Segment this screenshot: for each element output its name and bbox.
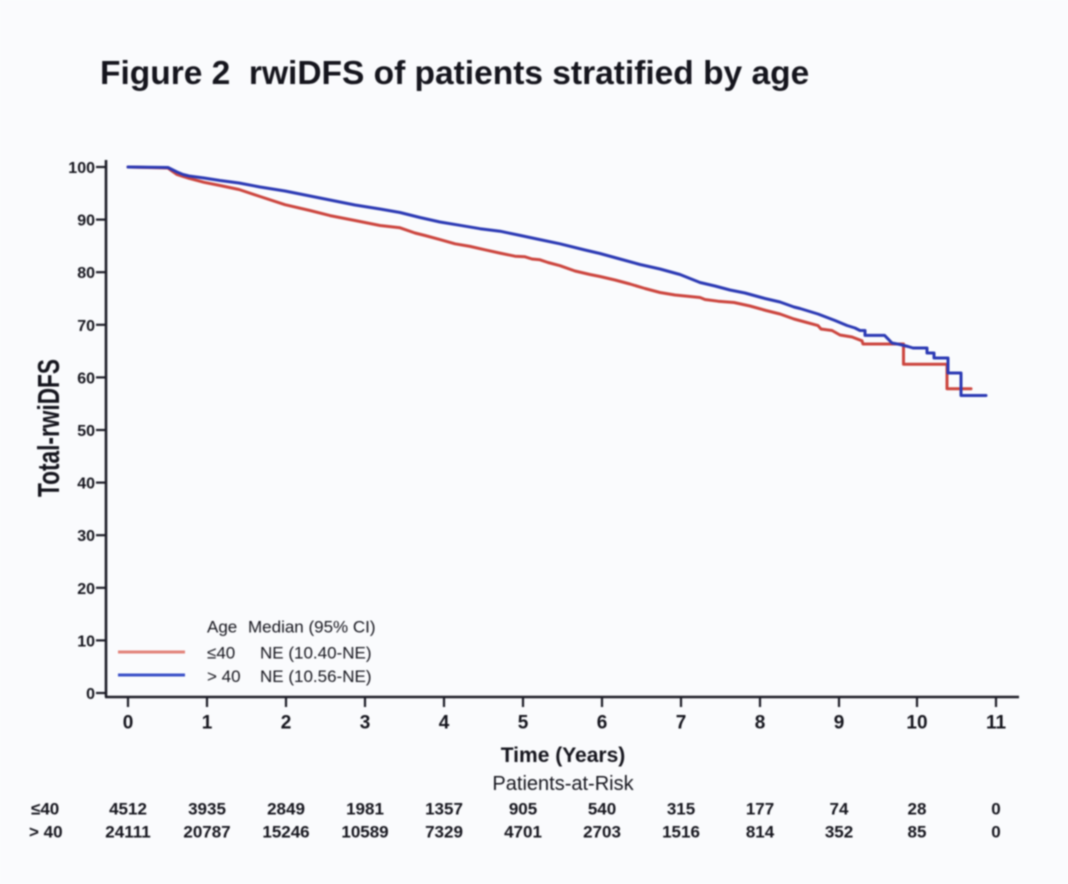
svg-text:1981: 1981 bbox=[346, 800, 384, 819]
svg-text:10: 10 bbox=[77, 633, 95, 650]
svg-text:352: 352 bbox=[825, 823, 853, 842]
svg-text:10: 10 bbox=[906, 713, 927, 734]
svg-text:0: 0 bbox=[86, 686, 95, 703]
svg-text:40: 40 bbox=[77, 476, 95, 493]
svg-text:> 40: > 40 bbox=[207, 667, 241, 686]
svg-text:540: 540 bbox=[588, 800, 616, 819]
svg-text:28: 28 bbox=[908, 800, 927, 819]
svg-text:0: 0 bbox=[123, 713, 134, 734]
svg-text:3: 3 bbox=[360, 713, 371, 734]
svg-text:30: 30 bbox=[77, 528, 95, 545]
svg-text:5: 5 bbox=[518, 713, 529, 734]
svg-text:0: 0 bbox=[991, 800, 1000, 819]
svg-text:905: 905 bbox=[509, 800, 537, 819]
svg-text:814: 814 bbox=[746, 823, 775, 842]
svg-text:74: 74 bbox=[830, 800, 849, 819]
svg-text:7329: 7329 bbox=[425, 823, 463, 842]
svg-text:90: 90 bbox=[77, 213, 95, 230]
svg-text:Time (Years): Time (Years) bbox=[501, 744, 626, 767]
svg-text:6: 6 bbox=[597, 713, 608, 734]
svg-text:Median (95% CI): Median (95% CI) bbox=[248, 618, 376, 637]
svg-text:4: 4 bbox=[439, 713, 450, 734]
svg-text:Patients-at-Risk: Patients-at-Risk bbox=[492, 773, 634, 795]
svg-text:7: 7 bbox=[676, 713, 687, 734]
svg-text:20: 20 bbox=[77, 581, 95, 598]
svg-text:2849: 2849 bbox=[267, 800, 305, 819]
svg-text:60: 60 bbox=[77, 370, 95, 387]
svg-text:NE (10.40-NE): NE (10.40-NE) bbox=[260, 644, 371, 663]
svg-text:2: 2 bbox=[281, 713, 292, 734]
svg-text:24111: 24111 bbox=[105, 823, 150, 842]
svg-text:177: 177 bbox=[746, 800, 774, 819]
svg-text:315: 315 bbox=[667, 800, 695, 819]
svg-text:85: 85 bbox=[908, 823, 927, 842]
svg-text:> 40: > 40 bbox=[29, 823, 63, 842]
svg-text:Figure 2 rwiDFS of patients s: Figure 2 rwiDFS of patients stratified b… bbox=[100, 55, 809, 92]
svg-text:Age: Age bbox=[207, 618, 237, 637]
svg-text:1: 1 bbox=[202, 713, 213, 734]
svg-text:11: 11 bbox=[986, 713, 1007, 734]
svg-text:70: 70 bbox=[77, 318, 95, 335]
svg-text:15246: 15246 bbox=[262, 823, 309, 842]
svg-text:100: 100 bbox=[68, 160, 95, 177]
svg-text:NE (10.56-NE): NE (10.56-NE) bbox=[260, 667, 371, 686]
svg-text:20787: 20787 bbox=[183, 823, 230, 842]
svg-text:0: 0 bbox=[991, 823, 1000, 842]
svg-text:Total-rwiDFS: Total-rwiDFS bbox=[31, 359, 66, 497]
svg-text:1516: 1516 bbox=[662, 823, 700, 842]
svg-text:9: 9 bbox=[834, 713, 845, 734]
svg-text:10589: 10589 bbox=[341, 823, 388, 842]
svg-text:80: 80 bbox=[77, 265, 95, 282]
svg-text:1357: 1357 bbox=[425, 800, 463, 819]
svg-text:≤40: ≤40 bbox=[31, 800, 59, 819]
svg-text:4512: 4512 bbox=[109, 800, 147, 819]
svg-text:8: 8 bbox=[755, 713, 766, 734]
svg-text:50: 50 bbox=[77, 423, 95, 440]
svg-text:2703: 2703 bbox=[583, 823, 621, 842]
svg-text:4701: 4701 bbox=[504, 823, 542, 842]
svg-text:3935: 3935 bbox=[188, 800, 226, 819]
svg-text:≤40: ≤40 bbox=[207, 644, 235, 663]
